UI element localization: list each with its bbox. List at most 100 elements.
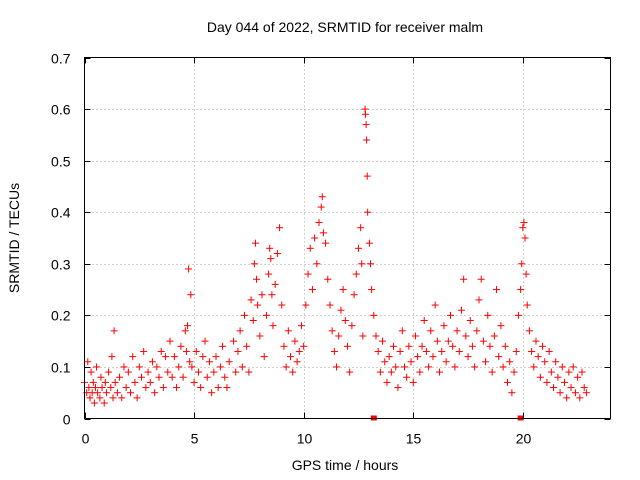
data-point [144, 368, 152, 376]
y-tick-label: 0.6 [51, 102, 71, 118]
data-point [326, 301, 334, 309]
data-point [552, 358, 560, 366]
data-point [427, 327, 435, 335]
data-point [580, 384, 588, 392]
data-point [216, 363, 224, 371]
data-point [497, 322, 505, 330]
data-point [109, 394, 117, 402]
data-point [155, 373, 163, 381]
plot-frame [84, 57, 611, 419]
data-point [503, 378, 511, 386]
data-point [341, 317, 349, 325]
x-tick-label: 0 [82, 431, 90, 447]
data-point [554, 373, 562, 381]
y-tick-label: 0.1 [51, 360, 71, 376]
data-point [383, 378, 391, 386]
data-point [251, 239, 259, 247]
data-point [122, 384, 130, 392]
data-point [396, 347, 404, 355]
data-point [484, 311, 492, 319]
data-point [278, 301, 286, 309]
data-point [129, 353, 137, 361]
data-point [108, 353, 116, 361]
data-point [528, 347, 536, 355]
data-point [87, 368, 95, 376]
data-point [102, 389, 110, 397]
data-point [350, 291, 358, 299]
data-point [192, 347, 200, 355]
data-point [280, 342, 288, 350]
data-point [107, 384, 115, 392]
data-point [508, 389, 516, 397]
data-point [287, 353, 295, 361]
y-tick-label: 0.7 [51, 51, 71, 67]
data-point [358, 260, 366, 268]
data-point [462, 332, 470, 340]
data-point [460, 275, 468, 283]
data-point [318, 193, 326, 201]
data-point [438, 347, 446, 355]
data-point [295, 347, 303, 355]
data-point [365, 239, 373, 247]
data-point [293, 358, 301, 366]
data-point [479, 337, 487, 345]
data-point [532, 337, 540, 345]
data-point [372, 332, 380, 340]
data-point [442, 358, 450, 366]
data-point [525, 327, 533, 335]
data-point [214, 384, 222, 392]
data-point [148, 358, 156, 366]
data-point [466, 317, 474, 325]
data-point [98, 384, 106, 392]
data-point [364, 208, 372, 216]
data-point [490, 332, 498, 340]
chart-title: Day 044 of 2022, SRMTID for receiver mal… [207, 19, 483, 35]
data-point [203, 373, 211, 381]
data-point [306, 244, 314, 252]
data-point [266, 244, 274, 252]
data-point [488, 368, 496, 376]
data-point [187, 291, 195, 299]
data-point [453, 327, 461, 335]
data-point [333, 363, 341, 371]
data-point [363, 136, 371, 144]
data-point [184, 322, 192, 330]
data-point [110, 327, 118, 335]
data-point [168, 373, 176, 381]
data-point [451, 363, 459, 371]
data-point [368, 286, 376, 294]
data-point [236, 327, 244, 335]
data-point [473, 327, 481, 335]
data-point [253, 275, 261, 283]
data-point [387, 368, 395, 376]
data-point [495, 353, 503, 361]
data-point [210, 368, 218, 376]
data-point [247, 296, 255, 304]
data-point [457, 306, 465, 314]
data-point [116, 373, 124, 381]
data-point [433, 337, 441, 345]
data-point [565, 368, 573, 376]
data-point [194, 368, 202, 376]
data-point [223, 384, 231, 392]
data-point [164, 368, 172, 376]
data-point [425, 363, 433, 371]
data-point [379, 337, 387, 345]
data-point [493, 286, 501, 294]
data-point [556, 389, 564, 397]
data-point [96, 394, 104, 402]
data-point [86, 394, 94, 402]
x-tick-label: 5 [191, 431, 199, 447]
data-point [219, 342, 227, 350]
data-point [175, 363, 183, 371]
x-tick-label: 15 [406, 431, 422, 447]
data-point [181, 327, 189, 335]
data-point [545, 347, 553, 355]
data-point [362, 121, 370, 129]
data-point [337, 306, 345, 314]
data-point [558, 363, 566, 371]
data-point [185, 265, 193, 273]
data-point [240, 311, 248, 319]
data-point [359, 332, 367, 340]
data-point [420, 317, 428, 325]
